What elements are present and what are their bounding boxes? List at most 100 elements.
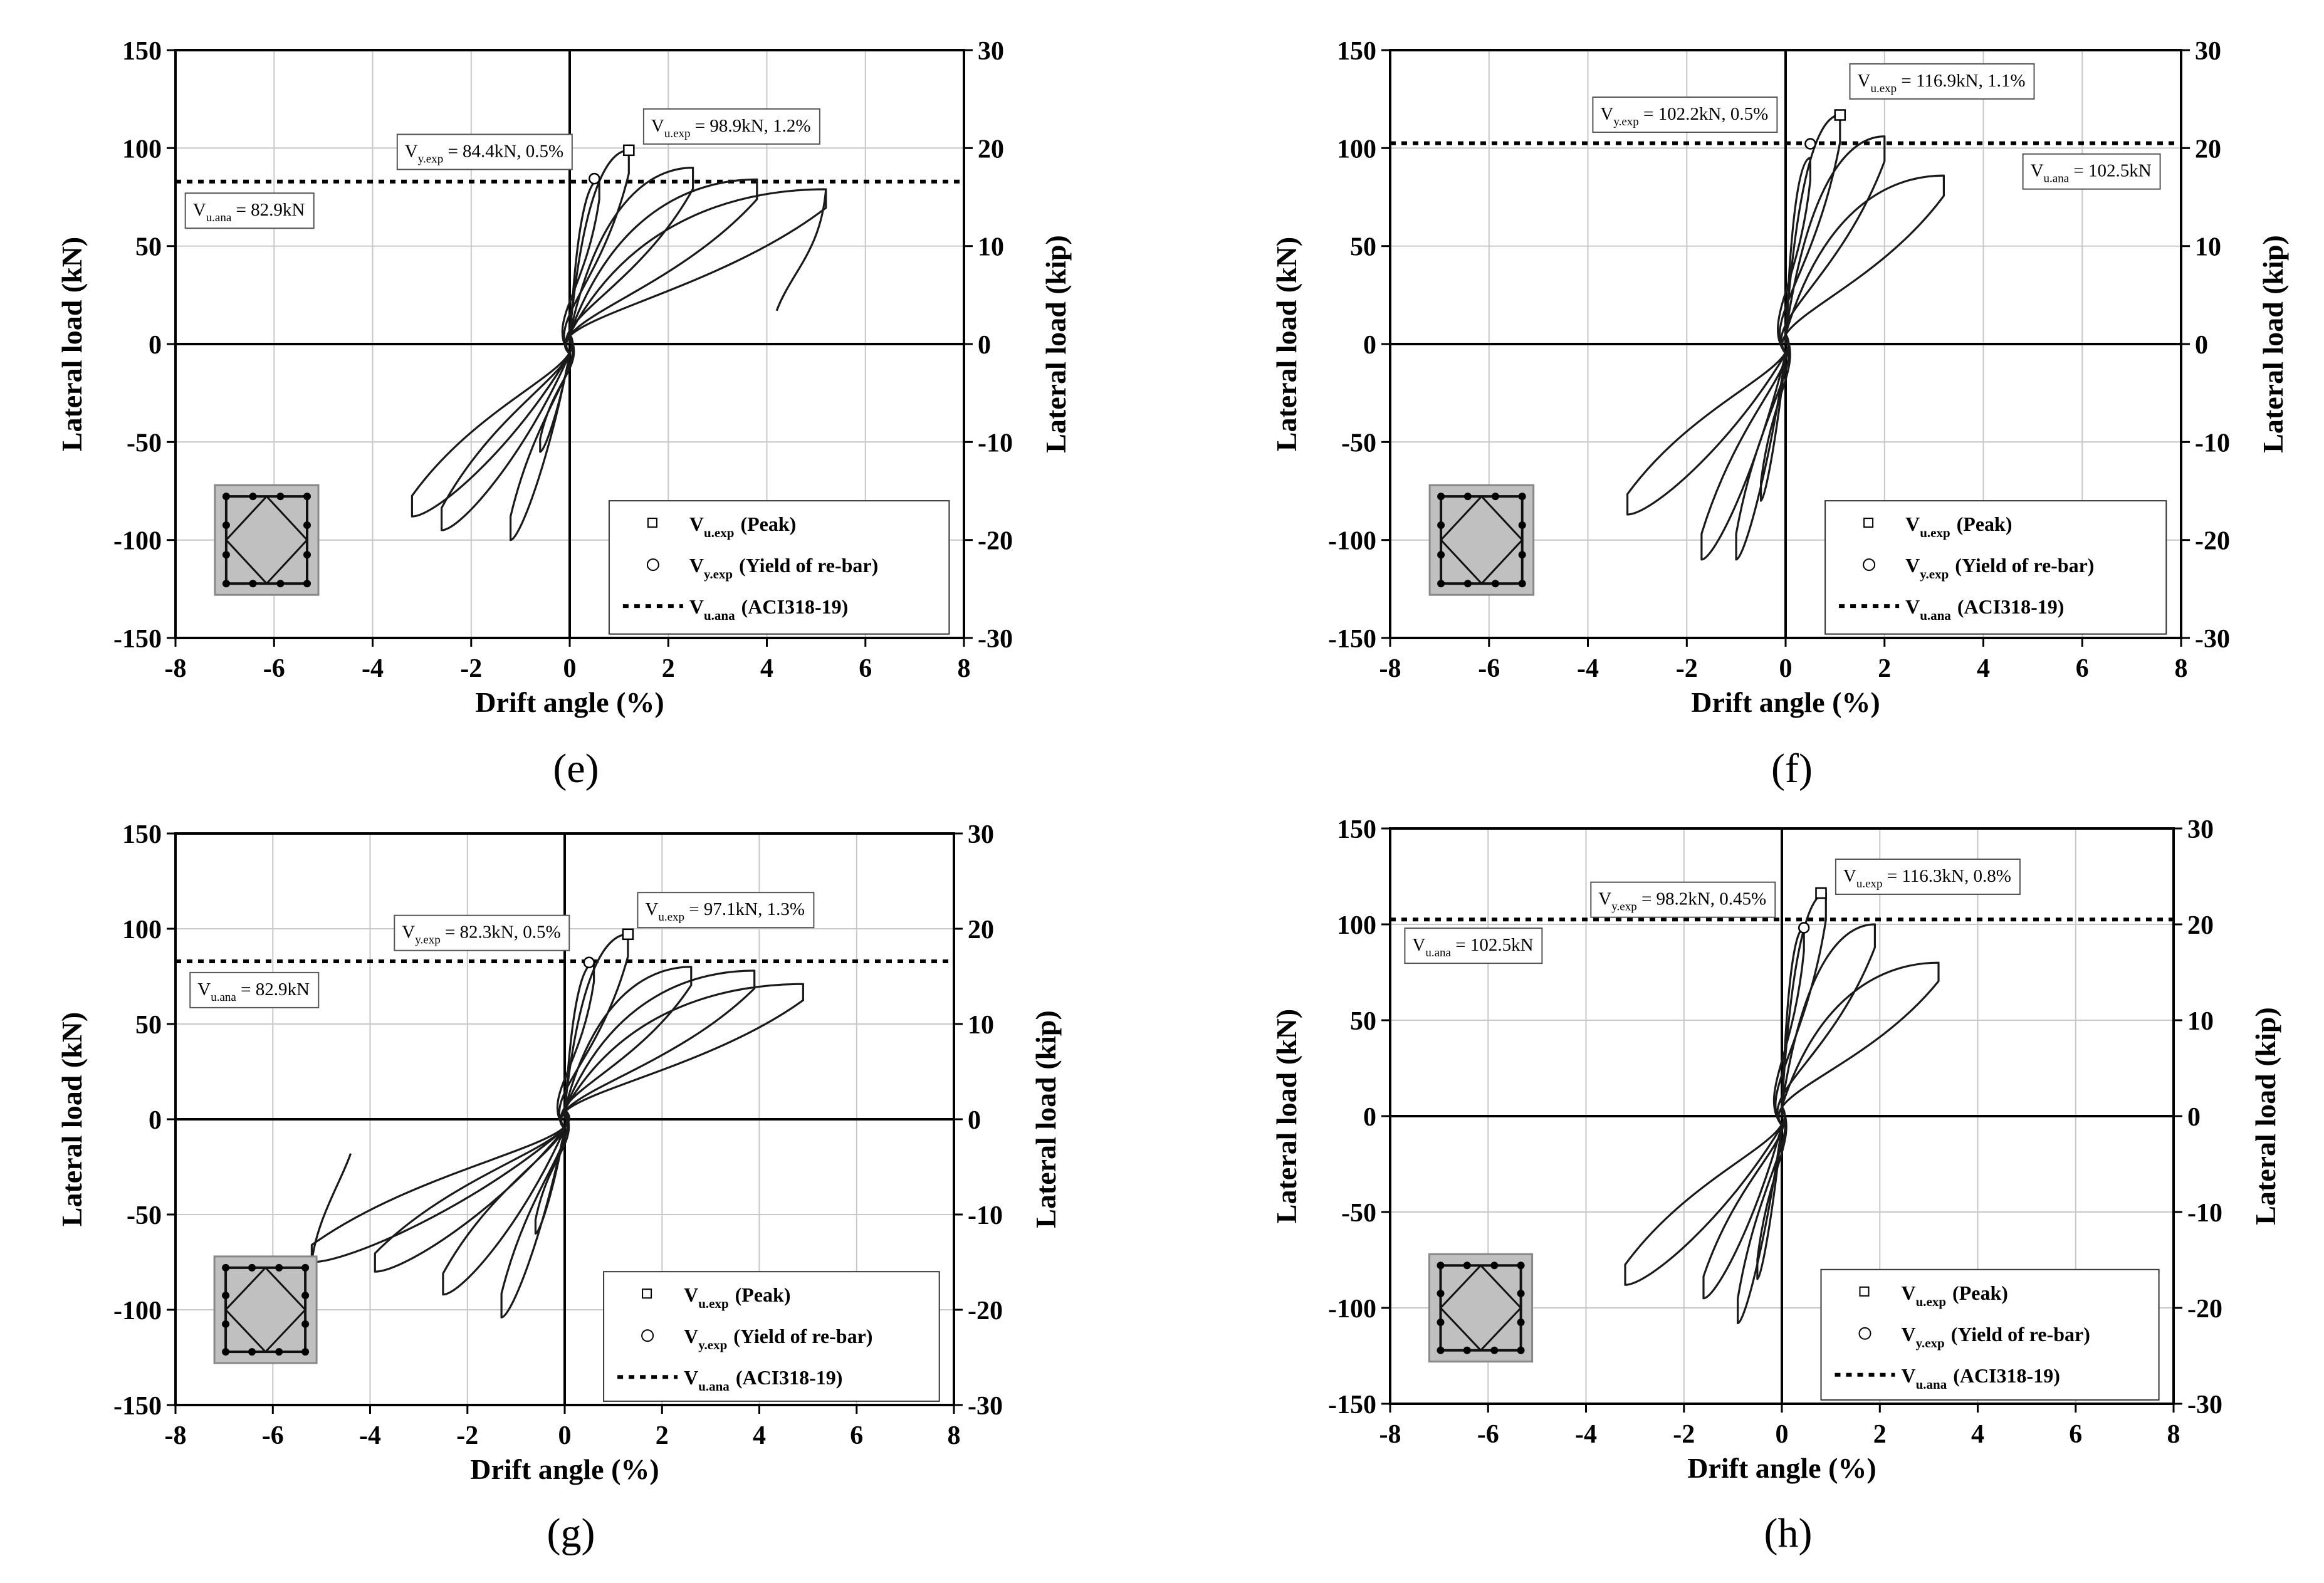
legend-item-2: Vy.exp (Yield of re-bar) — [1905, 554, 2094, 582]
y-tick-label-right: 10 — [968, 1011, 994, 1040]
y-tick-label-right: 0 — [2195, 331, 2208, 360]
peak-marker — [1834, 109, 1846, 121]
rebar-dot — [222, 551, 230, 559]
rebar-dot — [276, 580, 285, 588]
rebar-dot — [303, 580, 311, 588]
rebar-dot — [1491, 493, 1499, 501]
rebar-dot — [1437, 1319, 1445, 1327]
x-tick-label: -2 — [1673, 1420, 1695, 1449]
section-outline — [213, 1255, 318, 1364]
yield-marker — [589, 172, 600, 185]
y-tick-label-right: -30 — [2187, 1391, 2222, 1419]
y-tick-label-left: 50 — [1350, 233, 1376, 262]
column-section-icon — [213, 1255, 318, 1364]
y-tick-label-right: 0 — [2187, 1103, 2201, 1132]
y-tick-label-right: 10 — [2195, 233, 2221, 262]
annotation-yield-text: Vy.exp = 98.2kN, 0.45% — [1598, 889, 1766, 914]
legend-item-1: Vu.exp (Peak) — [689, 513, 796, 540]
y-tick-label-left: -50 — [127, 429, 162, 457]
y-tick-label-left: 100 — [1337, 135, 1376, 164]
annotation-aci318-text: Vu.ana = 82.9kN — [193, 200, 305, 224]
rebar-dot — [1437, 493, 1445, 501]
legend-peak-marker — [1859, 1286, 1870, 1297]
rebar-dot — [1517, 1289, 1525, 1297]
y-tick-label-right: 10 — [2187, 1007, 2214, 1036]
yield-marker — [583, 956, 595, 969]
legend-item-3: Vu.ana (ACI318-19) — [1905, 595, 2064, 623]
rebar-dot — [248, 1348, 256, 1356]
panel-label: (g) — [547, 1510, 595, 1556]
annotation-peak-box — [637, 892, 815, 929]
annotation-yield: Vy.exp = 102.2kN, 0.5% — [1592, 97, 1778, 133]
legend-box — [603, 1271, 940, 1402]
x-tick-label: -2 — [1676, 654, 1698, 683]
rebar-dot — [222, 580, 230, 588]
hysteresis-curve — [411, 149, 827, 541]
rebar-dot — [222, 1320, 230, 1328]
x-tick-label: 6 — [850, 1421, 863, 1450]
y-tick-label-left: 0 — [1363, 331, 1376, 360]
annotation-aci318: Vu.ana = 102.5kN — [1404, 927, 1543, 964]
x-tick-label: -8 — [165, 654, 187, 683]
legend-item-2: Vy.exp (Yield of re-bar) — [1902, 1323, 2090, 1351]
legend: Vu.exp (Peak) Vy.exp (Yield of re-bar) Vu.an… — [603, 1271, 940, 1402]
legend-item-3: Vu.ana (ACI318-19) — [689, 595, 848, 623]
x-tick-label: 6 — [2069, 1420, 2082, 1449]
annotation-aci318-text: Vu.ana = 102.5kN — [1412, 935, 1533, 959]
y-tick-label-right: -20 — [2187, 1295, 2222, 1324]
x-tick-label: 4 — [1971, 1420, 1984, 1449]
x-tick-label: -8 — [165, 1421, 187, 1450]
rebar-dot — [248, 1263, 256, 1272]
y-tick-label-right: -30 — [968, 1392, 1003, 1421]
legend-yield-marker — [1863, 558, 1876, 572]
y-tick-label-right: 0 — [978, 331, 991, 360]
rebar-dot — [249, 493, 257, 501]
y-tick-label-right: 20 — [978, 135, 1004, 164]
rebar-dot — [1463, 1346, 1471, 1354]
rebar-dot — [1518, 551, 1526, 559]
annotation-aci318: Vu.ana = 102.5kN — [2022, 153, 2161, 190]
annotation-peak-text: Vu.exp = 98.9kN, 1.2% — [651, 116, 811, 140]
x-axis-title: Drift angle (%) — [470, 1453, 659, 1485]
y-axis-title-right: Lateral load (kip) — [2249, 1007, 2281, 1225]
annotation-yield-box — [1590, 881, 1776, 918]
peak-marker — [623, 144, 635, 157]
y-tick-label-right: 30 — [2195, 37, 2221, 66]
x-tick-label: 0 — [563, 654, 577, 683]
legend: Vu.exp (Peak) Vy.exp (Yield of re-bar) Vu.an… — [1824, 500, 2167, 635]
rebar-dot — [303, 493, 311, 501]
rebar-dot — [275, 1348, 283, 1356]
x-tick-label: 4 — [1977, 654, 1990, 683]
legend-peak-marker — [1863, 518, 1874, 528]
annotation-aci318-box — [2022, 153, 2161, 190]
legend-box — [1824, 500, 2167, 635]
section-outline — [214, 484, 320, 596]
y-tick-label-left: 100 — [1337, 911, 1376, 940]
x-axis-title: Drift angle (%) — [1691, 686, 1880, 718]
annotation-peak-text: Vu.exp = 116.3kN, 0.8% — [1843, 866, 2011, 891]
y-tick-label-right: -20 — [978, 527, 1013, 556]
x-tick-label: -2 — [460, 654, 482, 683]
hysteresis-curve — [1626, 113, 1945, 561]
section-diamond-tie — [1440, 494, 1524, 585]
panel-label: (f) — [1771, 746, 1813, 792]
x-tick-label: 2 — [1873, 1420, 1887, 1449]
rebar-dot — [1490, 1262, 1499, 1270]
y-tick-label-right: 20 — [2195, 135, 2221, 164]
x-tick-label: 4 — [760, 654, 773, 683]
x-tick-label: 8 — [958, 654, 971, 683]
y-tick-label-left: 50 — [135, 1011, 162, 1040]
column-section-icon — [214, 484, 320, 596]
rebar-dot — [1463, 1262, 1471, 1270]
y-tick-label-left: -150 — [113, 625, 162, 654]
rebar-dot — [276, 493, 285, 501]
y-tick-label-right: 20 — [2187, 911, 2214, 940]
y-tick-label-left: 0 — [1363, 1103, 1376, 1132]
x-tick-label: 6 — [2076, 654, 2089, 683]
rebar-dot — [301, 1320, 310, 1328]
y-axis-title-left: Lateral load (kN) — [1270, 1009, 1302, 1223]
legend-peak-marker — [647, 518, 657, 528]
x-tick-label: -6 — [262, 1421, 284, 1450]
